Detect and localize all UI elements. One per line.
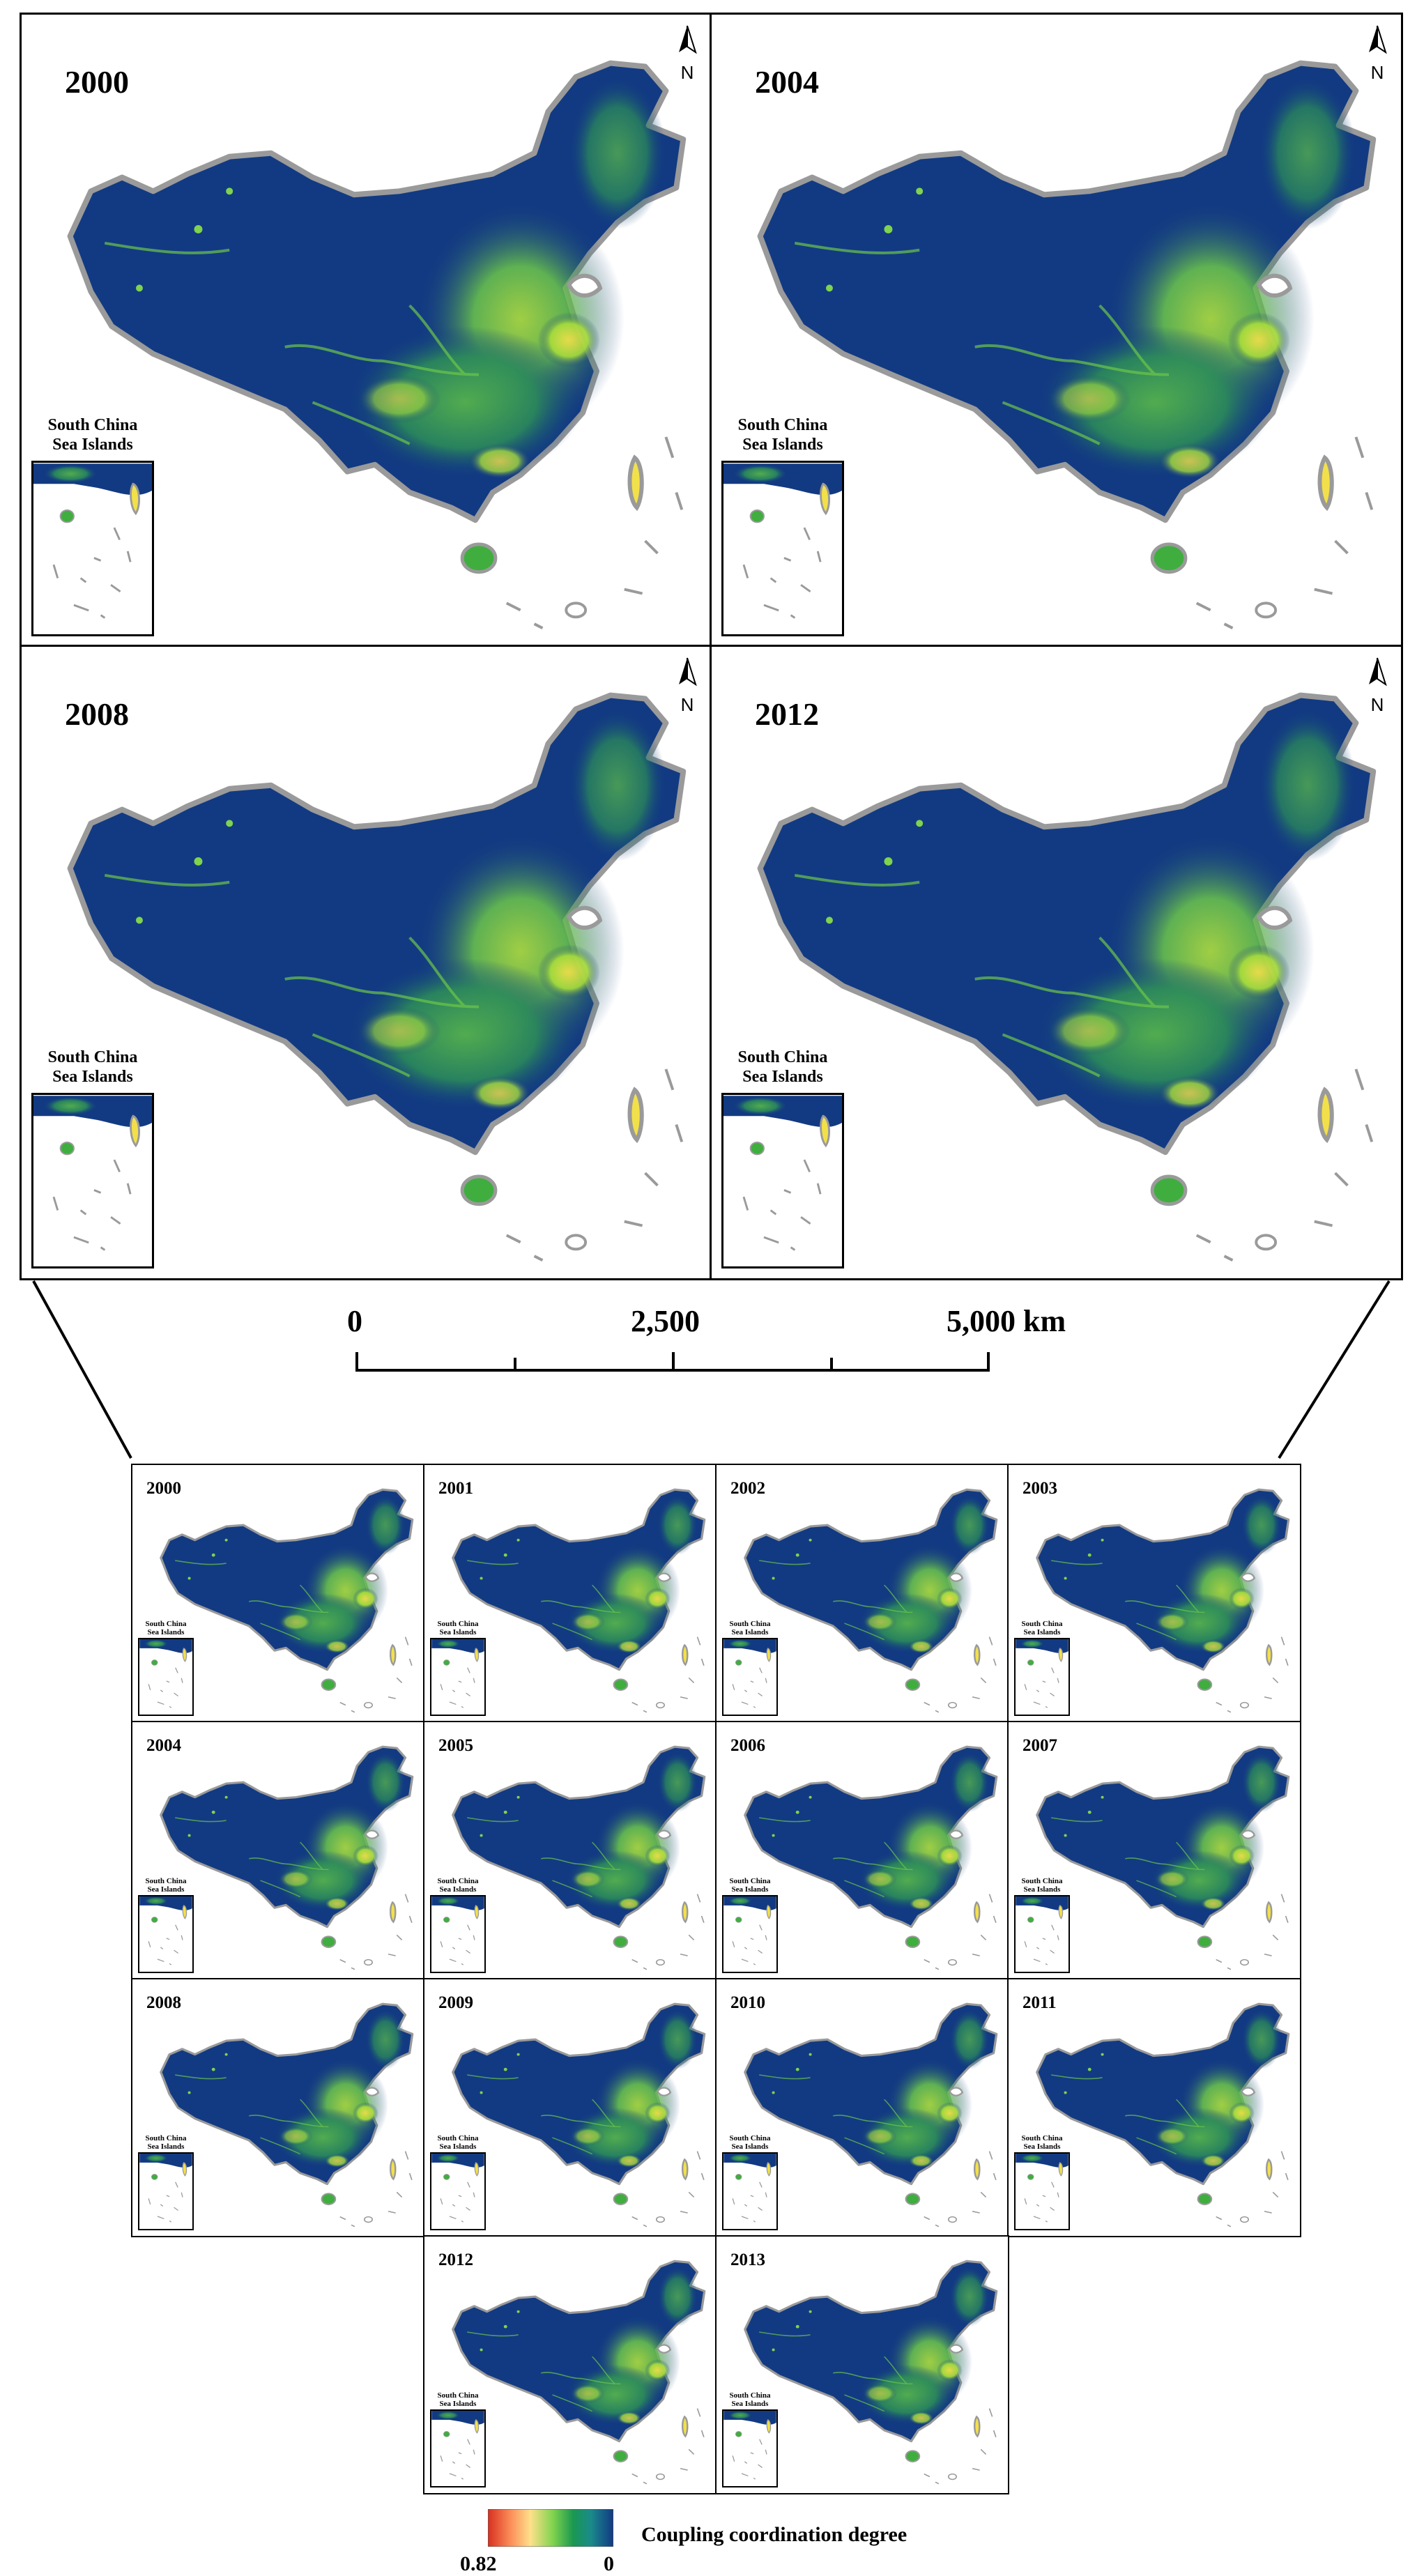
inset-label: South China Sea Islands (437, 1877, 479, 1894)
north-label: N (681, 694, 694, 715)
large-panel-2008: 2008 N South China Sea Islands (20, 645, 713, 1280)
small-panel-2000: 2000 South China Sea Islands (131, 1464, 425, 1723)
panel-year-label: 2003 (1022, 1479, 1057, 1498)
inset-label: South China Sea Islands (729, 2391, 771, 2408)
panel-year-label: 2012 (438, 2251, 473, 2269)
legend-max-label: 0.82 (460, 2552, 497, 2575)
legend-min-label: 0 (604, 2552, 614, 2575)
scale-label-2500: 2,500 (631, 1304, 700, 1338)
south-china-sea-inset (31, 1093, 154, 1268)
small-panel-2004: 2004 South China Sea Islands (131, 1721, 425, 1980)
small-panel-2006: 2006 South China Sea Islands (715, 1721, 1009, 1980)
panel-year-label: 2010 (730, 1993, 765, 2012)
south-china-sea-inset (138, 1895, 194, 1973)
south-china-sea-inset (430, 1895, 486, 1973)
large-panel-2004: 2004 N South China Sea Islands (710, 13, 1403, 648)
panel-year-label: 2004 (755, 64, 819, 100)
south-china-sea-inset (138, 1638, 194, 1716)
south-china-sea-inset (722, 2409, 778, 2487)
small-panel-2002: 2002 South China Sea Islands (715, 1464, 1009, 1723)
large-panel-2012: 2012 N South China Sea Islands (710, 645, 1403, 1280)
inset-label: South China Sea Islands (1021, 1877, 1063, 1894)
inset-label: South China Sea Islands (145, 1877, 187, 1894)
large-panel-2000: 2000 N South China Sea Islands (20, 13, 713, 648)
inset-label: South China Sea Islands (437, 2134, 479, 2151)
south-china-sea-inset (1014, 1638, 1070, 1716)
small-panel-2013: 2013 South China Sea Islands (715, 2235, 1009, 2494)
inset-label: South China Sea Islands (737, 1048, 828, 1086)
south-china-sea-inset (430, 1638, 486, 1716)
panel-year-label: 2004 (146, 1736, 181, 1755)
inset-label: South China Sea Islands (145, 1620, 187, 1636)
south-china-sea-inset (138, 2152, 194, 2230)
inset-label: South China Sea Islands (145, 2134, 187, 2151)
south-china-sea-inset (721, 461, 844, 636)
south-china-sea-inset (722, 1638, 778, 1716)
north-label: N (1371, 694, 1384, 715)
inset-label: South China Sea Islands (737, 416, 828, 454)
inset-label: South China Sea Islands (729, 1620, 771, 1636)
connector-line-right (1278, 1280, 1391, 1459)
small-panel-2012: 2012 South China Sea Islands (423, 2235, 717, 2494)
scale-bar (32, 1280, 1391, 1459)
connector-line-left (32, 1280, 132, 1459)
inset-label: South China Sea Islands (729, 1877, 771, 1894)
small-panel-2009: 2009 South China Sea Islands (423, 1978, 717, 2237)
south-china-sea-inset (722, 1895, 778, 1973)
north-label: N (1371, 62, 1384, 83)
panel-year-label: 2011 (1022, 1993, 1057, 2012)
scale-label-0: 0 (347, 1304, 362, 1338)
legend-color-ramp (488, 2509, 613, 2547)
south-china-sea-inset (31, 461, 154, 636)
south-china-sea-inset (721, 1093, 844, 1268)
small-panel-2001: 2001 South China Sea Islands (423, 1464, 717, 1723)
legend-title: Coupling coordination degree (641, 2523, 907, 2546)
north-label: N (681, 62, 694, 83)
panel-year-label: 2013 (730, 2251, 765, 2269)
small-panel-2003: 2003 South China Sea Islands (1007, 1464, 1301, 1723)
panel-year-label: 2001 (438, 1479, 473, 1498)
north-arrow-icon: N (1369, 657, 1387, 715)
scale-label-5000: 5,000 km (947, 1304, 1066, 1338)
south-china-sea-inset (1014, 2152, 1070, 2230)
small-panel-2011: 2011 South China Sea Islands (1007, 1978, 1301, 2237)
panel-year-label: 2000 (65, 64, 129, 100)
panel-year-label: 2000 (146, 1479, 181, 1498)
small-panel-2008: 2008 South China Sea Islands (131, 1978, 425, 2237)
north-arrow-icon: N (679, 25, 697, 83)
inset-label: South China Sea Islands (47, 1048, 138, 1086)
small-panel-2005: 2005 South China Sea Islands (423, 1721, 717, 1980)
inset-label: South China Sea Islands (729, 2134, 771, 2151)
panel-year-label: 2008 (65, 696, 129, 732)
panel-year-label: 2007 (1022, 1736, 1057, 1755)
small-panel-2010: 2010 South China Sea Islands (715, 1978, 1009, 2237)
panel-year-label: 2009 (438, 1993, 473, 2012)
inset-label: South China Sea Islands (1021, 1620, 1063, 1636)
inset-label: South China Sea Islands (437, 1620, 479, 1636)
inset-label: South China Sea Islands (1021, 2134, 1063, 2151)
panel-year-label: 2008 (146, 1993, 181, 2012)
south-china-sea-inset (430, 2152, 486, 2230)
panel-year-label: 2006 (730, 1736, 765, 1755)
north-arrow-icon: N (679, 657, 697, 715)
south-china-sea-inset (1014, 1895, 1070, 1973)
inset-label: South China Sea Islands (47, 416, 138, 454)
panel-year-label: 2002 (730, 1479, 765, 1498)
south-china-sea-inset (430, 2409, 486, 2487)
south-china-sea-inset (722, 2152, 778, 2230)
north-arrow-icon: N (1369, 25, 1387, 83)
panel-year-label: 2005 (438, 1736, 473, 1755)
inset-label: South China Sea Islands (437, 2391, 479, 2408)
panel-year-label: 2012 (755, 696, 819, 732)
small-panel-2007: 2007 South China Sea Islands (1007, 1721, 1301, 1980)
